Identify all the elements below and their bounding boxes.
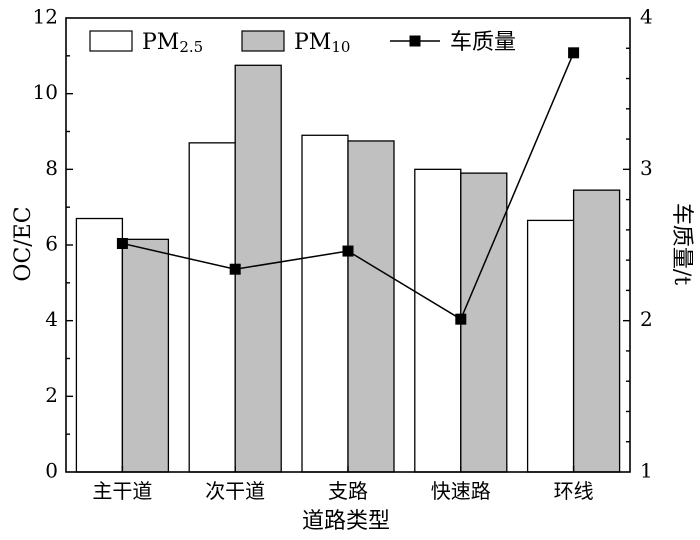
legend-item-1: PM2.5 (89, 30, 203, 56)
legend-item-2: PM10 (241, 30, 350, 56)
bar-pm25-2 (188, 142, 236, 473)
bar-pm10-3 (347, 140, 395, 473)
y-tick-label: 6 (45, 232, 58, 256)
x-tick-label: 环线 (554, 479, 594, 503)
bar-pm10-4 (460, 172, 508, 473)
y-axis-title: OC/EC (11, 206, 36, 281)
legend-label: 车质量 (450, 30, 516, 55)
vehicle-mass-marker-2 (229, 263, 241, 275)
bars (75, 64, 621, 473)
x-tick-label: 快速路 (431, 479, 491, 503)
x-axis-title: 道路类型 (302, 509, 390, 534)
y-tick-label: 12 (33, 5, 58, 29)
vehicle-mass-marker-4 (455, 313, 467, 325)
y2-tick-label: 4 (640, 5, 653, 29)
bar-pm25-1 (75, 217, 124, 473)
legend-swatch (89, 30, 133, 52)
bar-pm25-4 (414, 168, 462, 473)
y-tick-label: 8 (45, 156, 58, 180)
y-tick-label: 10 (33, 80, 58, 104)
legend-label: PM10 (294, 30, 350, 56)
vehicle-mass-marker-5 (568, 47, 580, 59)
y2-axis-title: 车质量/t (669, 203, 694, 285)
bar-pm10-5 (572, 189, 621, 473)
y-tick-label: 2 (45, 383, 58, 407)
bar-pm25-3 (301, 134, 349, 473)
bar-pm25-5 (526, 219, 575, 473)
vehicle-mass-line (116, 47, 580, 325)
y2-tick-label: 1 (640, 459, 653, 483)
vehicle-mass-marker-1 (116, 237, 128, 249)
x-tick-label: 次干道 (205, 479, 265, 503)
y-tick-label: 0 (45, 459, 58, 483)
bar-pm10-1 (121, 238, 170, 473)
y2-tick-label: 2 (640, 307, 653, 331)
y2-tick-label: 3 (640, 156, 653, 180)
legend-swatch (241, 30, 285, 52)
x-tick-label: 主干道 (92, 479, 152, 503)
legend: PM2.5 PM10 车质量 (89, 30, 516, 56)
legend-label: PM2.5 (142, 30, 203, 56)
vehicle-mass-marker-3 (342, 245, 354, 257)
legend-item-3: 车质量 (390, 30, 516, 55)
x-tick-label: 支路 (328, 479, 368, 503)
legend-marker (409, 35, 421, 47)
y-tick-label: 4 (45, 307, 58, 331)
